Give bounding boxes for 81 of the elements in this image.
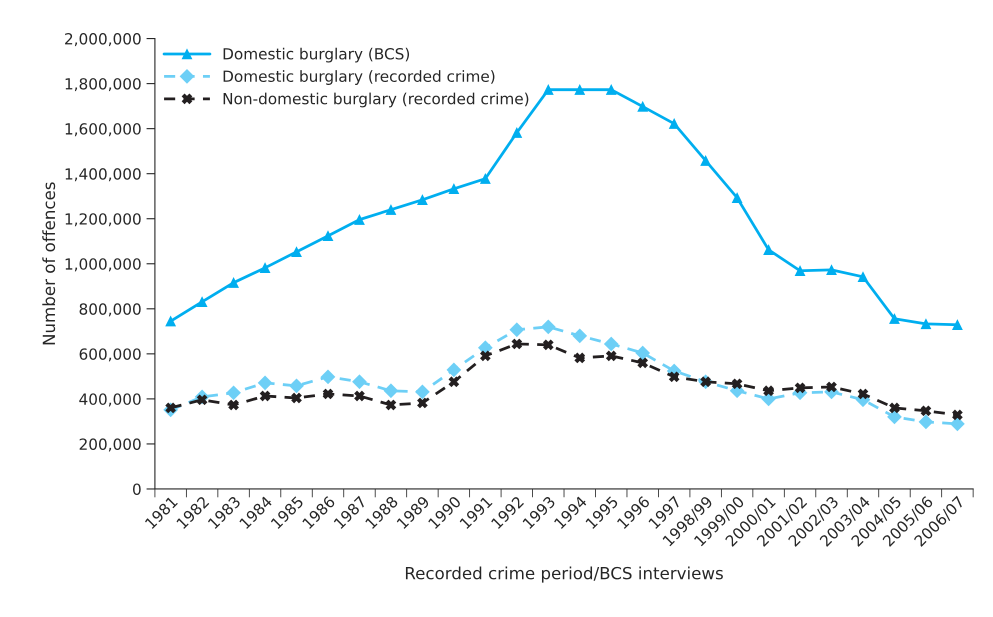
point (352, 374, 367, 389)
y-tick-label: 0 (133, 483, 141, 495)
point (700, 155, 711, 166)
y-tick-label: 1,400,000 (66, 168, 141, 182)
point (289, 378, 304, 394)
y-tick-label: 400,000 (79, 393, 141, 406)
point (826, 264, 837, 276)
point (889, 402, 900, 414)
point (258, 376, 272, 390)
point (512, 338, 522, 350)
point (417, 194, 428, 206)
point (889, 314, 900, 324)
point (384, 384, 398, 398)
point (794, 382, 806, 394)
y-tick-label: 1,000,000 (66, 258, 141, 272)
point (417, 398, 428, 408)
point (952, 320, 963, 330)
point (354, 214, 365, 225)
y-tick-label: 1,200,000 (66, 213, 141, 226)
y-tick-label: 1,800,000 (66, 78, 141, 92)
legend-label: Non-domestic burglary (recorded crime) (224, 92, 528, 108)
point (165, 316, 176, 326)
point (887, 410, 902, 424)
y-tick-label: 2,000,000 (65, 33, 141, 46)
point (574, 84, 585, 95)
point (574, 352, 585, 364)
point (480, 350, 491, 362)
point (763, 386, 774, 396)
y-tick-label: 800,000 (80, 303, 141, 316)
point (858, 272, 868, 282)
point (668, 372, 680, 382)
point (446, 362, 462, 378)
point (448, 376, 460, 387)
x-axis-title: Recorded crime period/BCS interviews (406, 566, 723, 583)
point (606, 350, 616, 362)
point (354, 390, 365, 402)
point (572, 328, 587, 344)
point (322, 388, 334, 400)
point (543, 84, 554, 95)
point (950, 416, 965, 432)
point (794, 266, 806, 276)
point (920, 318, 932, 330)
point (826, 382, 837, 392)
point (260, 390, 270, 402)
point (763, 244, 774, 256)
point (228, 277, 239, 288)
point (637, 358, 648, 368)
point (291, 392, 302, 404)
point (952, 410, 963, 420)
point (920, 406, 932, 416)
point (604, 336, 618, 352)
point (606, 84, 616, 95)
point (541, 320, 556, 334)
legend-label: Domestic burglary (BCS) (224, 48, 410, 63)
point (448, 184, 460, 194)
point (635, 346, 650, 360)
y-axis-title: Number of offences (42, 182, 56, 344)
point (228, 400, 239, 410)
point (322, 230, 334, 242)
point (386, 400, 396, 410)
point (510, 322, 524, 337)
point (512, 127, 522, 138)
point (480, 173, 491, 184)
point (196, 296, 208, 308)
point (320, 370, 336, 384)
y-tick-label: 200,000 (80, 438, 141, 452)
point (226, 386, 241, 400)
y-tick-label: 1,600,000 (66, 123, 141, 136)
legend-label: Domestic burglary (recorded crime) (224, 70, 494, 85)
point (637, 101, 648, 112)
point (543, 340, 554, 350)
point (291, 246, 302, 258)
point (918, 414, 934, 430)
point (732, 378, 742, 390)
y-tick-label: 600,000 (80, 348, 141, 362)
point (858, 388, 868, 400)
point (415, 384, 430, 400)
point (386, 204, 396, 215)
point (732, 192, 742, 203)
point (260, 262, 270, 274)
point (668, 118, 680, 129)
